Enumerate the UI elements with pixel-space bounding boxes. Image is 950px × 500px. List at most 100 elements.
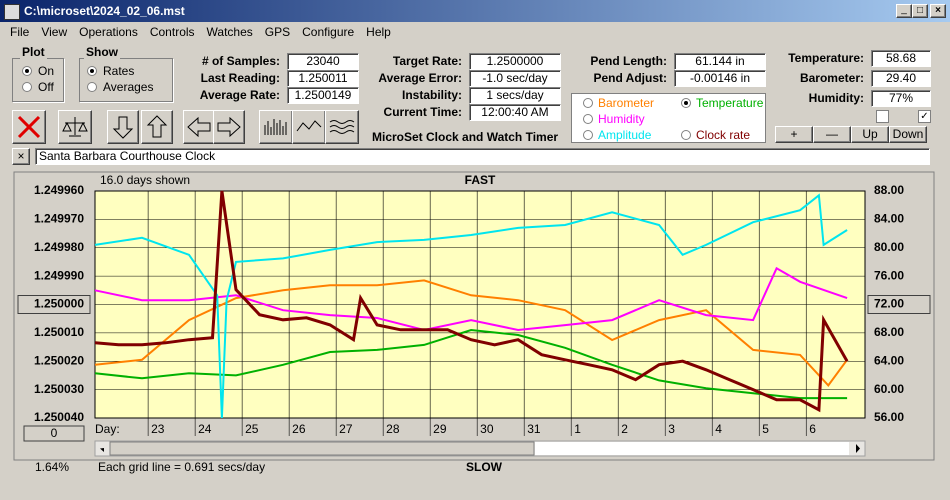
y2-tick-label: 56.00 [874,410,904,424]
y-tick-label: 1.250010 [34,325,84,339]
menu-item[interactable]: View [41,25,68,39]
legend-radio[interactable] [583,98,593,108]
radio-label: Averages [103,80,154,94]
legend-label: Barometer [598,96,655,110]
close-clock-button[interactable]: × [12,148,30,165]
field-label: Average Rate: [199,88,280,102]
y2-tick-label: 88.00 [874,183,904,197]
left-button[interactable] [183,110,215,144]
top-label: FAST [465,173,496,187]
x-tick-label: 3 [668,422,675,436]
field-label: Instability: [401,88,462,102]
y2-tick-label: 68.00 [874,325,904,339]
field-value: 1 secs/day [469,87,561,104]
checkbox[interactable]: ✓ [918,110,931,123]
minimize-button[interactable]: _ [896,4,912,18]
radio-label: Rates [103,64,135,78]
x-tick-label: 23 [151,422,165,436]
legend-box [571,93,766,143]
x-tick-label: 5 [762,422,769,436]
button[interactable]: Down [889,126,927,143]
x-tick-label: 1 [574,422,581,436]
field-value: -0.00146 in [674,70,766,87]
series-line [94,193,848,419]
y-tick-label: 1.250030 [34,382,84,396]
series-line [94,190,849,413]
button[interactable]: — [813,126,851,143]
menu-item[interactable]: Controls [149,25,195,39]
radio-label: On [38,64,55,78]
wavy-button[interactable] [325,110,359,144]
scroll-thumb [109,441,535,456]
x-tick-label: 2 [621,422,628,436]
title-bar [0,0,950,22]
legend-radio[interactable] [681,130,691,140]
up-button[interactable] [141,110,173,144]
radio-button[interactable] [22,66,32,76]
radio-label: Off [38,80,54,94]
balance-button[interactable] [58,110,92,144]
radio-button[interactable] [22,82,32,92]
menu-item[interactable]: GPS [264,25,291,39]
field-label: Pend Length: [590,54,667,68]
close-button[interactable]: × [930,4,946,18]
scroll-track [535,442,849,455]
legend-label: Amplitude [598,128,652,142]
y-tick-label: 1.249970 [34,212,84,226]
bottom-label: SLOW [466,460,503,474]
down-button[interactable] [107,110,139,144]
x-tick-label: 24 [198,422,212,436]
clock-name: Santa Barbara Courthouse Clock [35,148,930,165]
legend-radio[interactable] [583,114,593,124]
field-value: 1.2500000 [469,53,561,70]
y2-tick-label: 84.00 [874,212,904,226]
x-tick-label: 30 [480,422,494,436]
field-value: 77% [871,90,931,107]
field-value: 1.2500149 [287,87,359,104]
field-label: Barometer: [799,71,864,85]
radio-button[interactable] [87,82,97,92]
x-tick-label: 4 [715,422,722,436]
right-button[interactable] [213,110,245,144]
checkbox[interactable] [876,110,889,123]
x-tick-label: 29 [433,422,447,436]
field-value: 29.40 [871,70,931,87]
app-icon [4,4,20,20]
y-tick-label: 1.249980 [34,240,84,254]
menu-item[interactable]: Help [366,25,391,39]
field-value: 1.250011 [287,70,359,87]
y2-tick-label: 76.00 [874,268,904,282]
menu-item[interactable]: Configure [302,25,355,39]
clear-button[interactable] [12,110,46,144]
bars-button[interactable] [259,110,293,144]
radio-button[interactable] [87,66,97,76]
field-value: -1.0 sec/day [469,70,561,87]
legend-radio[interactable] [681,98,691,108]
show-group [79,58,173,102]
menu-item[interactable]: Operations [79,25,138,39]
legend-label: Clock rate [696,128,751,142]
x-tick-label: 27 [339,422,353,436]
series-line [94,279,848,387]
y-tick-label: 1.249990 [34,268,84,282]
app-title: MicroSet Clock and Watch Timer [372,130,559,144]
wave-button[interactable] [292,110,326,144]
maximize-button[interactable]: □ [912,4,928,18]
legend-label: Temperature [696,96,764,110]
menu-item[interactable]: File [10,25,30,39]
legend-radio[interactable] [583,130,593,140]
button[interactable]: + [775,126,813,143]
field-label: Humidity: [808,91,864,105]
x-tick-label: 25 [245,422,259,436]
percent-label: 1.64% [35,460,69,474]
y-tick-label: 1.250040 [34,410,84,424]
y-tick-label: 1.249960 [34,183,84,197]
button[interactable]: Up [851,126,889,143]
field-label: Pend Adjust: [593,71,667,85]
x-tick-label: 28 [386,422,400,436]
y2-tick-label: 80.00 [874,240,904,254]
menu-item[interactable]: Watches [206,25,253,39]
